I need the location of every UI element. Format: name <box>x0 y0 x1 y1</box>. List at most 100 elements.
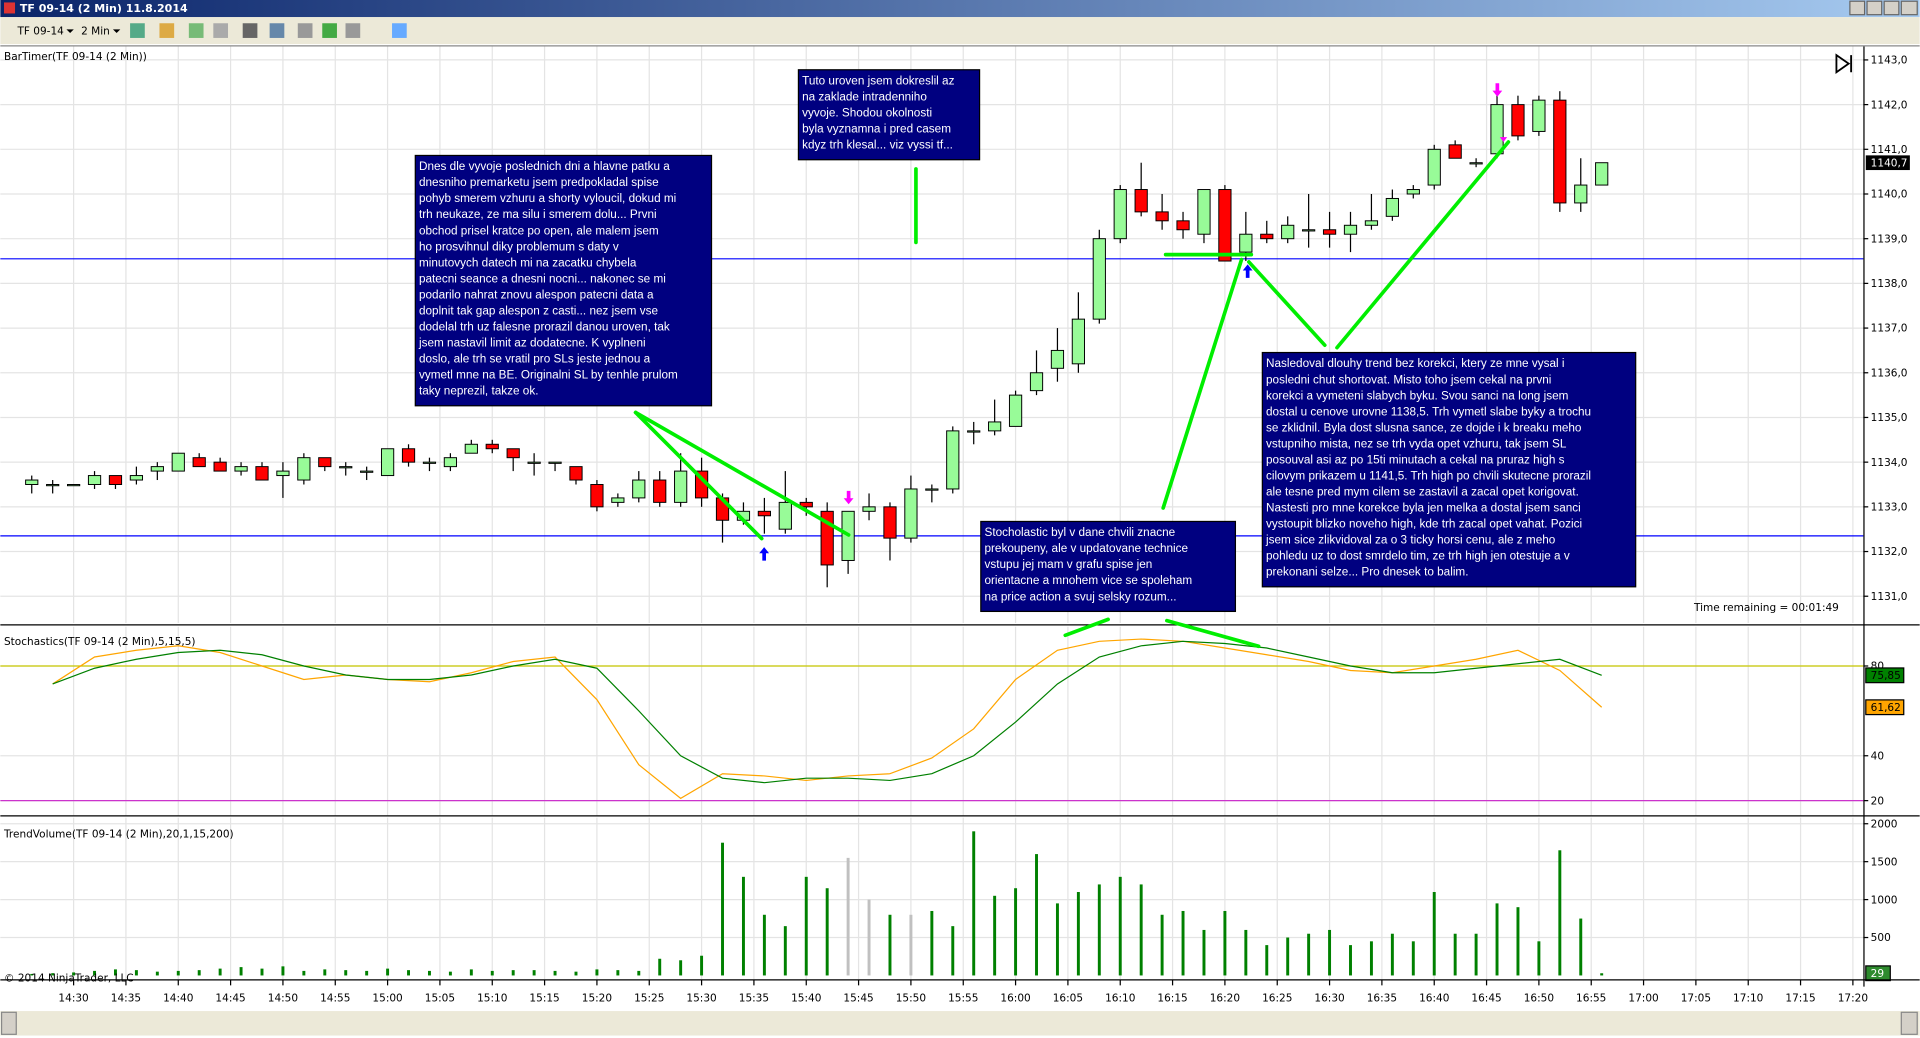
note-text: vymetl mne na BE. Originalni SL by tenhl… <box>419 369 678 382</box>
x-tick-label: 17:10 <box>1733 992 1763 1004</box>
volume-bar <box>155 971 159 976</box>
candle-body <box>1281 224 1295 240</box>
volume-bar <box>1014 888 1018 976</box>
value-marker <box>1865 667 1905 684</box>
y-tick-label: 1135,0 <box>1871 412 1908 424</box>
candle-body <box>1511 104 1525 137</box>
volume-bar <box>721 842 724 976</box>
volume-bar <box>1537 941 1541 976</box>
template-icon[interactable] <box>345 23 361 38</box>
volume-bar <box>93 970 97 976</box>
y-tick-label: 2000 <box>1871 818 1898 830</box>
zoom-icon[interactable] <box>269 23 285 38</box>
candle-body <box>339 466 353 469</box>
x-tick-label: 14:40 <box>163 992 193 1004</box>
note-text: byla vyznamna i pred casem <box>802 123 951 136</box>
panel-title: TrendVolume(TF 09-14 (2 Min),20,1,15,200… <box>3 828 234 840</box>
volume-bar <box>51 973 55 976</box>
candle-body <box>1553 99 1567 204</box>
volume-bar <box>909 914 913 976</box>
x-tick-label: 15:30 <box>686 992 716 1004</box>
y-tick-label: 1141,0 <box>1871 144 1908 156</box>
minimize-button[interactable] <box>1849 0 1866 16</box>
indicator-icon[interactable] <box>188 23 204 38</box>
note-text: prekonani selze... Pro dnesek to balim. <box>1266 566 1468 579</box>
x-tick-label: 14:55 <box>320 992 350 1004</box>
properties-icon[interactable] <box>322 23 337 38</box>
data-box-icon[interactable] <box>297 23 313 38</box>
candle-body <box>883 506 897 539</box>
x-tick-label: 16:30 <box>1314 992 1344 1004</box>
note-text: na zaklade intradenniho <box>802 90 927 103</box>
volume-bar <box>930 910 934 976</box>
candle-body <box>548 461 562 464</box>
sell-arrow <box>843 490 854 505</box>
candle-body <box>66 484 81 487</box>
note-text: na price action a svuj selsky rozum... <box>984 590 1176 603</box>
volume-bar <box>846 857 850 976</box>
candle-body <box>778 501 792 530</box>
volume-bar <box>1055 903 1059 976</box>
candle-body <box>1008 394 1023 427</box>
trend-line <box>1161 257 1244 510</box>
volume-bar <box>1265 945 1269 976</box>
panel-icon[interactable] <box>392 23 407 38</box>
value-marker <box>1865 699 1905 716</box>
candle-body <box>632 479 646 499</box>
candle-body <box>443 457 458 468</box>
instrument-dropdown[interactable]: TF 09-14 <box>16 25 64 37</box>
strategy-icon[interactable] <box>213 23 229 38</box>
volume-bar <box>1495 903 1499 976</box>
x-tick-label: 16:25 <box>1262 992 1292 1004</box>
note-text: se zklidnil. Byla dost slusna sance, ze … <box>1266 421 1582 434</box>
note-text: dostal u cenove urovne 1138,5. Trh vymet… <box>1266 405 1591 418</box>
y-tick-label: 1138,0 <box>1871 278 1908 290</box>
crosshair-icon[interactable] <box>242 23 258 38</box>
candle-body <box>862 506 876 512</box>
title-bar <box>0 0 1920 18</box>
note-text: vstupu jej mam v grafu spise jen <box>984 558 1152 571</box>
note-text: kdyz trh klesal... viz vyssi tf... <box>802 139 953 152</box>
volume-bar <box>762 914 766 976</box>
volume-bar <box>72 972 76 976</box>
bar-type-icon[interactable] <box>130 23 145 38</box>
volume-bar <box>1286 937 1290 976</box>
candle-body <box>967 430 981 433</box>
restore-button[interactable] <box>1883 0 1900 16</box>
close-button[interactable] <box>1900 0 1918 16</box>
play-icon[interactable] <box>1835 53 1853 74</box>
candle-body <box>234 466 248 472</box>
dropdown-arrow <box>66 29 74 34</box>
x-tick-label: 16:00 <box>1000 992 1030 1004</box>
interval-dropdown[interactable]: 2 Min <box>81 25 110 37</box>
scroll-left[interactable] <box>0 1011 17 1035</box>
x-tick-label: 17:05 <box>1681 992 1711 1004</box>
note-text: patecni seance a dnesni nocni... nakonec… <box>419 272 666 285</box>
y-tick-label: 500 <box>1871 932 1891 944</box>
volume-bar <box>574 971 578 976</box>
volume-bar <box>427 970 431 976</box>
candle-body <box>150 466 164 472</box>
volume-bar <box>1328 929 1332 976</box>
x-tick-label: 14:45 <box>215 992 245 1004</box>
volume-bar <box>1139 884 1143 976</box>
draw-icon[interactable] <box>159 23 175 38</box>
panel-title: BarTimer(TF 09-14 (2 Min)) <box>4 51 147 63</box>
volume-bar <box>176 970 180 976</box>
volume-bar <box>239 967 243 976</box>
volume-bar <box>365 970 369 976</box>
note-box <box>980 520 1237 613</box>
y-tick-label: 1136,0 <box>1871 367 1908 379</box>
x-tick-label: 14:50 <box>268 992 298 1004</box>
volume-bar <box>1432 892 1436 976</box>
dropdown-arrow <box>112 29 121 34</box>
y-tick-label: 1139,0 <box>1871 233 1908 245</box>
volume-bar <box>1097 884 1101 976</box>
candle-body <box>569 466 583 481</box>
x-tick-label: 16:55 <box>1576 992 1606 1004</box>
candle-body <box>129 475 144 481</box>
scroll-right[interactable] <box>1900 1011 1918 1035</box>
candle-body <box>1595 162 1609 186</box>
maximize-button[interactable] <box>1866 0 1883 16</box>
volume-bar <box>658 958 662 976</box>
